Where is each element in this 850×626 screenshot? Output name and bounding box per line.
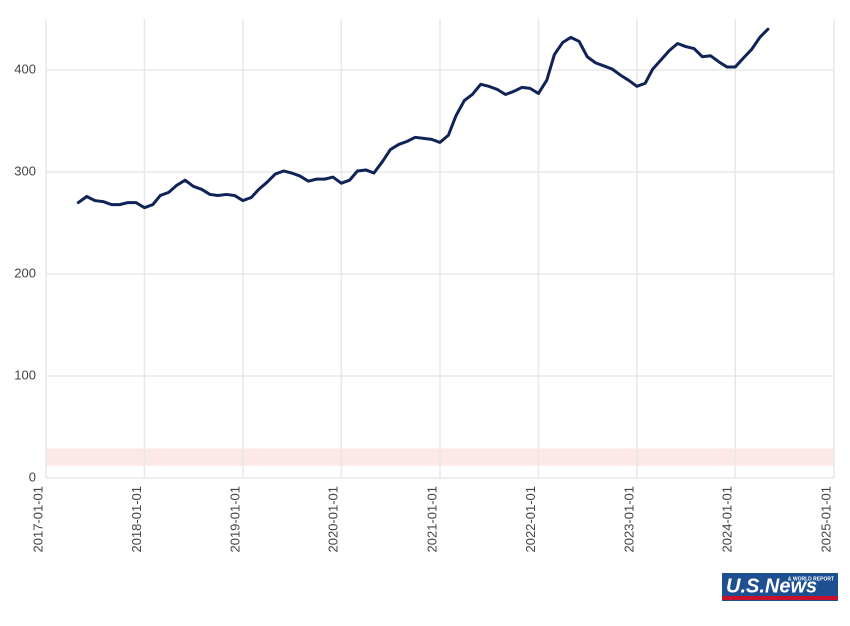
x-tick-label: 2018-01-01 — [129, 486, 144, 553]
y-tick-label: 300 — [14, 163, 36, 178]
y-tick-label: 0 — [29, 469, 36, 484]
x-tick-label: 2019-01-01 — [227, 486, 242, 553]
x-tick-label: 2022-01-01 — [523, 486, 538, 553]
y-tick-label: 400 — [14, 61, 36, 76]
x-tick-label: 2017-01-01 — [30, 486, 45, 553]
y-tick-label: 100 — [14, 367, 36, 382]
line — [76, 27, 770, 210]
x-tick-label: 2021-01-01 — [424, 486, 439, 553]
logo-text: U.S.News — [726, 575, 817, 597]
logo-stripe — [722, 596, 838, 600]
logo-subtext: & WORLD REPORT — [788, 576, 834, 582]
x-tick-label: 2024-01-01 — [720, 486, 735, 553]
x-tick-label: 2023-01-01 — [621, 486, 636, 553]
x-tick-label: 2025-01-01 — [818, 486, 833, 553]
x-tick-label: 2020-01-01 — [326, 486, 341, 553]
logo: U.S.News & WORLD REPORT — [722, 573, 838, 601]
y-tick-label: 200 — [14, 265, 36, 280]
